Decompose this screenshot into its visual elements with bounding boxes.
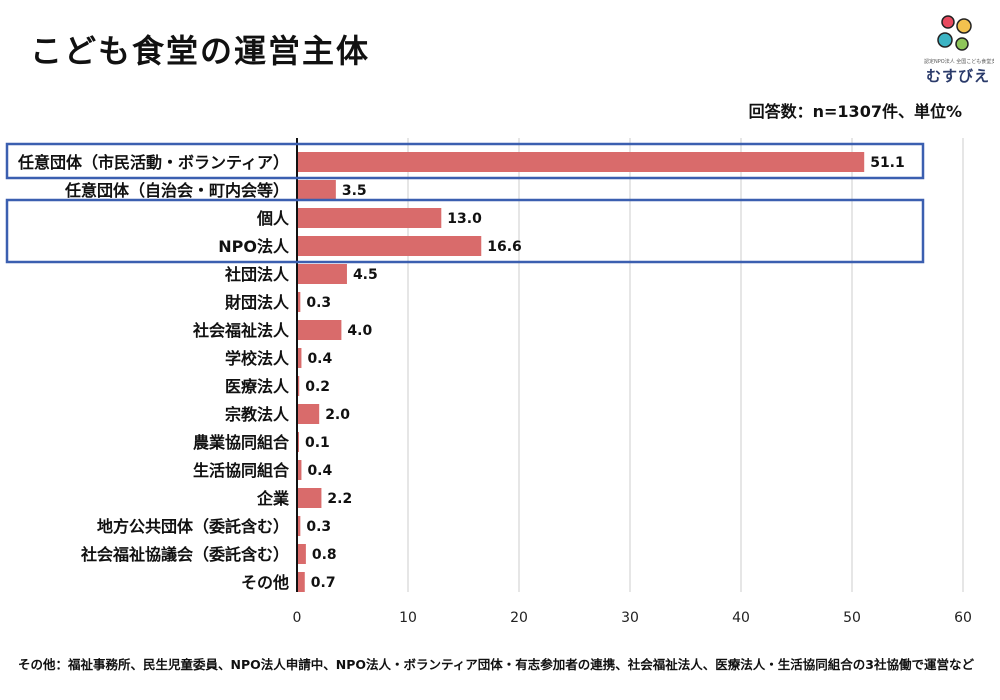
value-label: 0.1 [305, 435, 330, 451]
category-label: 社団法人 [224, 265, 290, 284]
category-label: 宗教法人 [225, 405, 290, 424]
value-label: 13.0 [447, 211, 482, 227]
bar [297, 152, 865, 172]
bar [297, 460, 302, 480]
logo-icon [937, 15, 972, 51]
value-label: 4.5 [353, 267, 378, 283]
value-label: 2.0 [325, 407, 350, 423]
category-label: 生活協同組合 [193, 461, 290, 480]
x-tick-label: 0 [293, 610, 302, 626]
x-tick-label: 30 [621, 610, 639, 626]
bar [297, 292, 301, 312]
value-label: 0.7 [311, 575, 336, 591]
bar [297, 236, 482, 256]
bar [297, 180, 336, 200]
footer-note: その他：福祉事務所、民生児童委員、NPO法人申請中、NPO法人・ボランティア団体… [18, 657, 974, 672]
category-label: 任意団体（市民活動・ボランティア） [17, 153, 289, 172]
x-tick-label: 50 [843, 610, 861, 626]
category-label: 農業協同組合 [193, 433, 290, 452]
logo-dot-yellow [956, 18, 972, 34]
response-count-note: 回答数：n=1307件、単位% [748, 102, 962, 121]
bar [297, 264, 347, 284]
category-label: 財団法人 [225, 293, 290, 312]
category-label: 任意団体（自治会・町内会等） [64, 181, 289, 200]
category-label: その他 [241, 573, 289, 592]
category-label: 社会福祉協議会（委託含む） [80, 545, 289, 564]
category-label: 医療法人 [225, 377, 290, 396]
category-label: 地方公共団体（委託含む） [97, 517, 289, 536]
logo-dot-green [955, 37, 969, 51]
x-tick-label: 20 [510, 610, 528, 626]
logo-dot-teal [937, 32, 953, 48]
bar [297, 572, 305, 592]
logo-tagline: 認定NPO法人 全国こども食堂支援センター [924, 59, 994, 65]
bar [297, 488, 322, 508]
bar [297, 320, 342, 340]
x-tick-label: 60 [954, 610, 972, 626]
highlight-box [5, 142, 925, 180]
bar [297, 348, 302, 368]
value-label: 0.4 [307, 351, 332, 367]
bar [297, 208, 442, 228]
value-label: 0.3 [306, 519, 331, 535]
category-label: 企業 [256, 489, 290, 508]
value-label: 0.8 [312, 547, 337, 563]
category-label: 個人 [256, 209, 290, 228]
category-label: 社会福祉法人 [192, 321, 290, 340]
logo-dot-red [941, 15, 955, 29]
bar [297, 544, 306, 564]
bar [297, 376, 300, 396]
bar-chart: 51.1 任意団体（市民活動・ボランティア） 3.5 任意団体（自治会・町内会等） 13… [5, 138, 972, 626]
x-tick-label: 40 [732, 610, 750, 626]
value-label: 2.2 [327, 491, 352, 507]
logo-name: むすびえ [926, 67, 991, 85]
value-label: 0.3 [306, 295, 331, 311]
value-label: 4.0 [347, 323, 372, 339]
x-tick-label: 10 [399, 610, 417, 626]
value-label: 16.6 [487, 239, 522, 255]
category-label: 学校法人 [225, 349, 290, 368]
value-label: 0.4 [307, 463, 332, 479]
value-label: 0.2 [305, 379, 330, 395]
page-title: こども食堂の運営主体 [30, 32, 371, 70]
value-label: 51.1 [870, 155, 905, 171]
highlight-box [5, 198, 925, 264]
category-label: NPO法人 [218, 237, 290, 256]
bar [297, 516, 301, 536]
bar [297, 404, 320, 424]
value-label: 3.5 [342, 183, 367, 199]
